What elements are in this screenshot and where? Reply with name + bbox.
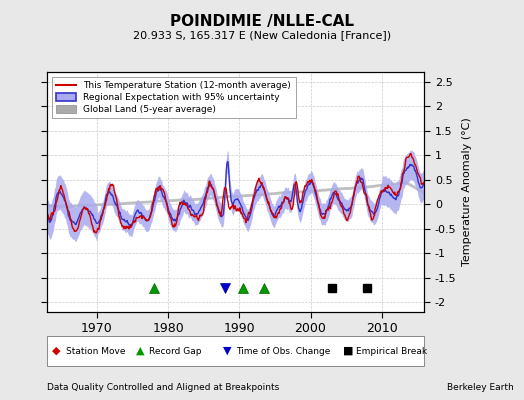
Text: ▲: ▲ [136, 346, 145, 356]
Text: Station Move: Station Move [66, 346, 125, 356]
Text: Empirical Break: Empirical Break [356, 346, 428, 356]
Text: ◆: ◆ [52, 346, 61, 356]
Y-axis label: Temperature Anomaly (°C): Temperature Anomaly (°C) [462, 118, 472, 266]
Text: Berkeley Earth: Berkeley Earth [447, 383, 514, 392]
Text: 20.933 S, 165.317 E (New Caledonia [France]): 20.933 S, 165.317 E (New Caledonia [Fran… [133, 30, 391, 40]
Text: Record Gap: Record Gap [149, 346, 202, 356]
Text: Time of Obs. Change: Time of Obs. Change [236, 346, 330, 356]
Legend: This Temperature Station (12-month average), Regional Expectation with 95% uncer: This Temperature Station (12-month avera… [52, 76, 296, 118]
Text: Data Quality Controlled and Aligned at Breakpoints: Data Quality Controlled and Aligned at B… [47, 383, 279, 392]
Text: ▼: ▼ [223, 346, 231, 356]
Text: POINDIMIE /NLLE-CAL: POINDIMIE /NLLE-CAL [170, 14, 354, 29]
Text: ■: ■ [343, 346, 354, 356]
